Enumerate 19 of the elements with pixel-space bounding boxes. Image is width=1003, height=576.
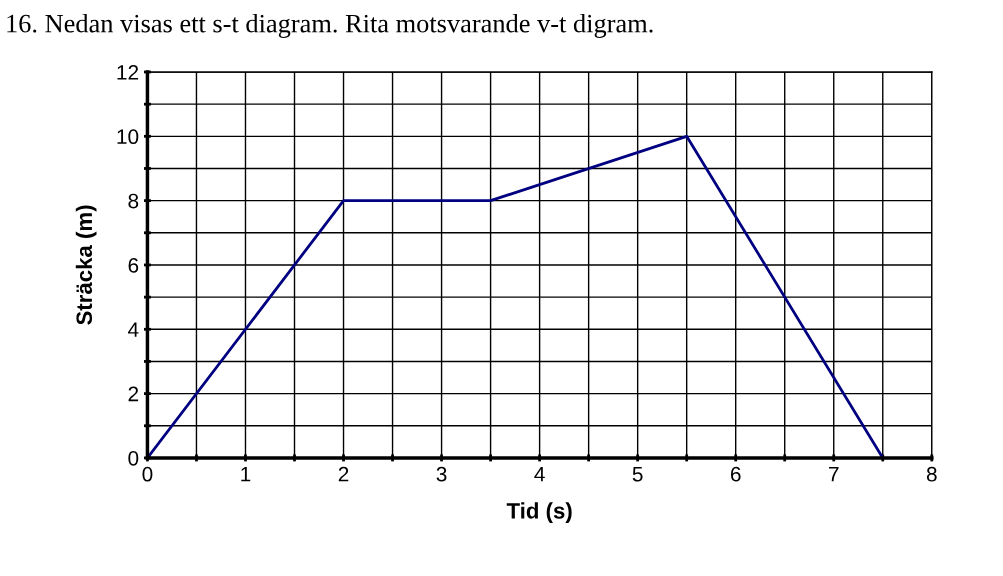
y-tick-label: 8: [128, 193, 139, 209]
x-tick-label: 1: [241, 467, 251, 482]
x-tick-label: 3: [436, 466, 447, 482]
x-tick-label: 0: [142, 466, 153, 482]
x-tick-label: 6: [730, 466, 741, 482]
y-tick-label: 2: [128, 386, 139, 402]
x-tick-label: 2: [338, 466, 349, 482]
x-tick-label: 5: [632, 467, 643, 482]
x-axis-title: Tid (s): [506, 502, 572, 524]
y-tick-label: 6: [128, 257, 139, 273]
y-axis-title: Sträcka (m): [75, 205, 97, 325]
y-tick-label: 0: [128, 450, 139, 466]
x-tick-label: 4: [534, 467, 545, 482]
y-tick-label: 4: [128, 322, 139, 337]
chart-title: 16. Nedan visas ett s-t diagram. Rita motsvarande v-t digram.: [7, 13, 653, 38]
y-tick-label: 12: [117, 65, 139, 80]
x-tick-label: 8: [926, 466, 937, 482]
x-tick-label: 7: [829, 467, 839, 482]
y-tick-label: 10: [117, 129, 139, 145]
